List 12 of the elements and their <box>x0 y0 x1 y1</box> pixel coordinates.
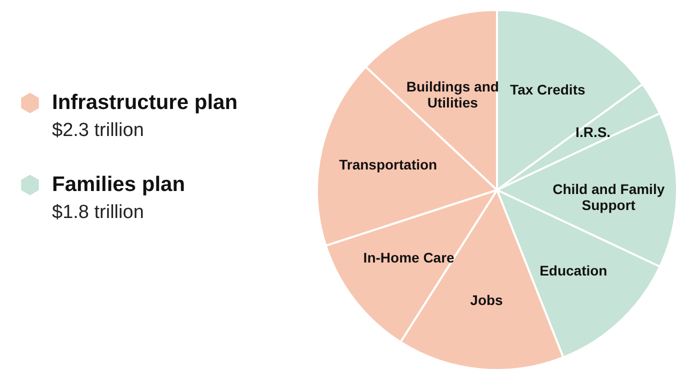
text: Infrastructure plan <box>52 91 238 114</box>
slice-label: Transportation <box>339 156 438 173</box>
slice-label: Education <box>540 262 608 278</box>
slice-label: In-Home Care <box>363 249 455 266</box>
slice-label: I.R.S. <box>576 124 611 140</box>
slice-label: Buildings and Utilities <box>406 78 499 111</box>
text: $2.3 trillion <box>52 120 144 141</box>
slice-label: Child and Family Support <box>552 181 665 213</box>
slice-label: Tax Credits <box>510 82 586 98</box>
text: $1.8 trillion <box>52 202 144 223</box>
text: Families plan <box>52 173 186 196</box>
slice-label: Jobs <box>470 292 504 308</box>
